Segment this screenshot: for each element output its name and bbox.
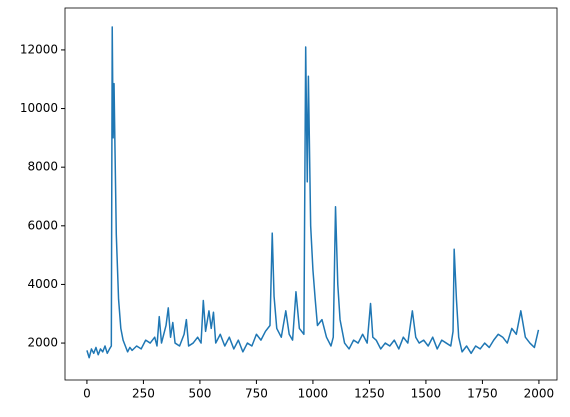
- y-tick-label: 8000: [27, 160, 58, 174]
- x-tick-label: 250: [132, 387, 155, 401]
- y-tick-label: 4000: [27, 277, 58, 291]
- x-tick-label: 500: [188, 387, 211, 401]
- x-tick-label: 1500: [411, 387, 442, 401]
- x-tick-label: 1750: [467, 387, 498, 401]
- x-tick-label: 1000: [298, 387, 329, 401]
- line: [86, 26, 540, 359]
- x-tick-label: 2000: [524, 387, 555, 401]
- x-tick-label: 750: [245, 387, 268, 401]
- plot-frame: [64, 7, 558, 381]
- y-tick-label: 2000: [27, 336, 58, 350]
- y-tick-label: 10000: [20, 101, 58, 115]
- x-tick-label: 1250: [354, 387, 385, 401]
- y-tick-label: 6000: [27, 218, 58, 232]
- y-tick-label: 12000: [20, 42, 58, 56]
- x-tick-label: 0: [83, 387, 91, 401]
